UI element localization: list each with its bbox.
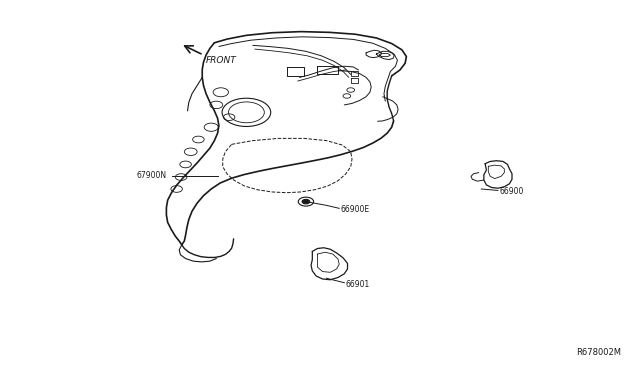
Text: R678002M: R678002M: [576, 348, 621, 357]
Circle shape: [302, 199, 310, 204]
Text: 66901: 66901: [346, 280, 370, 289]
Text: 67900N: 67900N: [136, 171, 166, 180]
Text: 66900E: 66900E: [340, 205, 370, 214]
Text: 66900: 66900: [499, 187, 524, 196]
Text: FRONT: FRONT: [206, 56, 237, 65]
